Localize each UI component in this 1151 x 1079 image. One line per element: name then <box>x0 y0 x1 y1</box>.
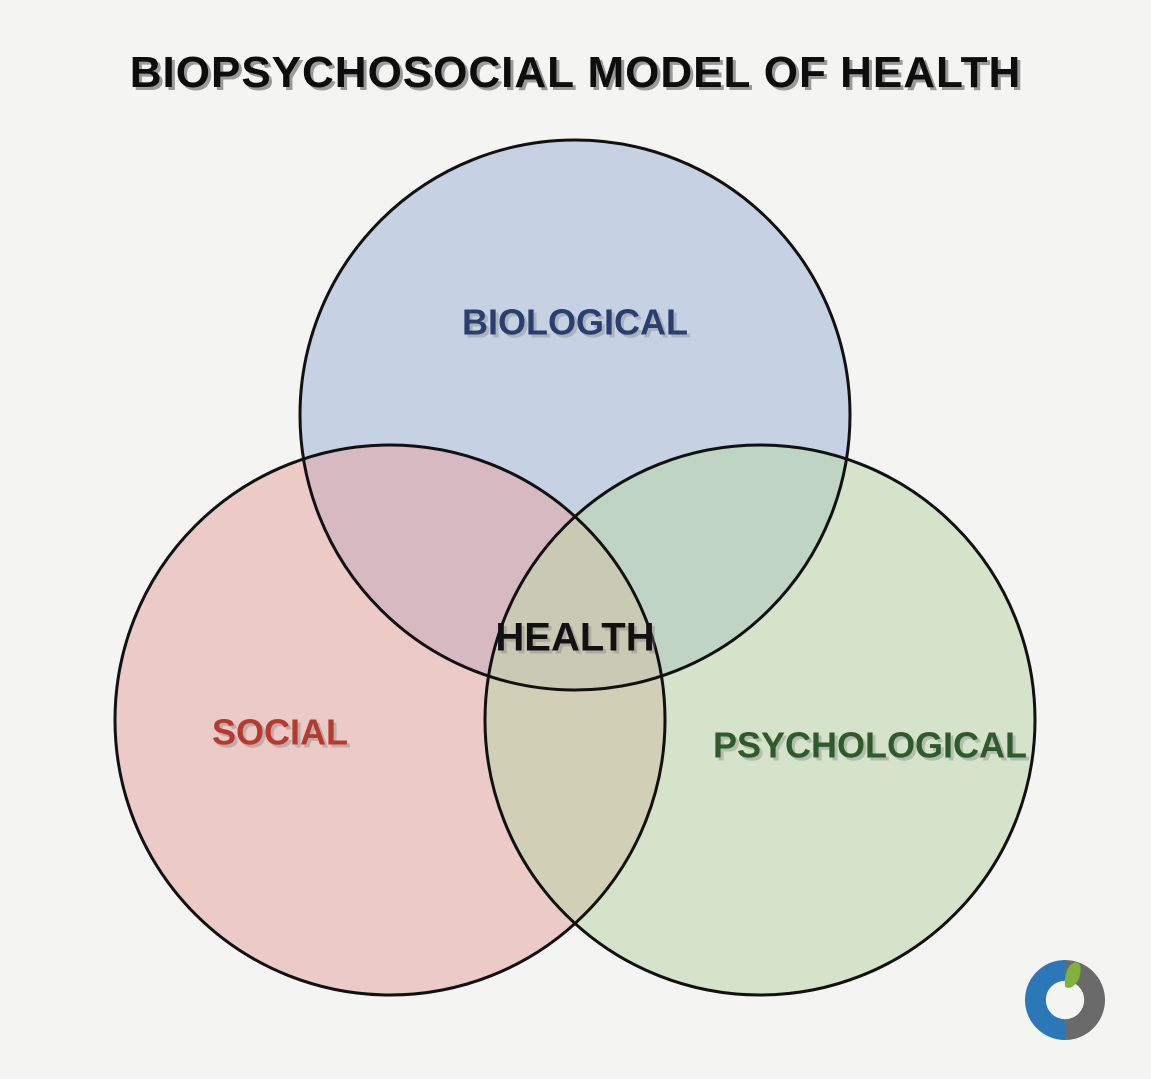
venn-diagram: BIOLOGICALBIOLOGICALSOCIALSOCIALPSYCHOLO… <box>0 0 1151 1079</box>
label-biological: BIOLOGICAL <box>462 302 688 343</box>
label-psychological: PSYCHOLOGICAL <box>713 725 1027 766</box>
label-social: SOCIAL <box>212 712 348 753</box>
page-root: BIOPSYCHOSOCIAL MODEL OF HEALTH BIOPSYCH… <box>0 0 1151 1079</box>
label-center: HEALTH <box>495 616 654 660</box>
brand-logo-icon <box>1025 960 1105 1040</box>
venn-circle-psychological <box>485 445 1035 995</box>
